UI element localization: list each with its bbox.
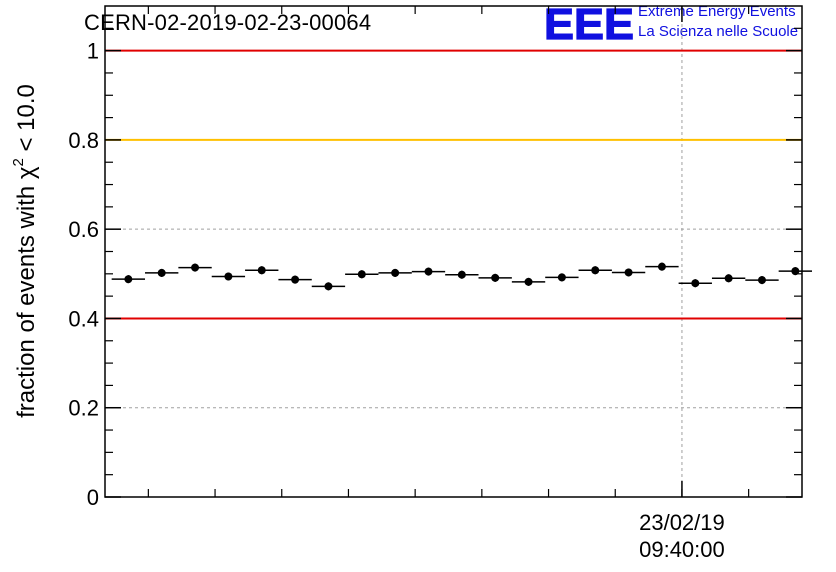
- data-point: [791, 267, 800, 276]
- x-tick-label-time: 09:40:00: [639, 537, 725, 562]
- data-point: [157, 268, 166, 277]
- data-series: [111, 262, 813, 291]
- data-point: [191, 263, 200, 272]
- data-point: [291, 275, 300, 284]
- y-axis-label-tail: < 10.0: [13, 84, 40, 158]
- eee-logo-text: Extreme Energy Events La Scienza nelle S…: [638, 2, 798, 42]
- data-point: [124, 275, 133, 284]
- x-tick-label-date: 23/02/19: [639, 510, 725, 535]
- y-tick-label: 0.4: [68, 306, 99, 331]
- axis-labels: 00.20.40.60.8123/02/1909:40:0023/02/1909…: [68, 39, 725, 562]
- logo-line-1: Extreme Energy Events: [638, 3, 796, 20]
- y-tick-label: 0.8: [68, 128, 99, 153]
- y-axis-label-superscript: 2: [10, 158, 27, 166]
- data-point: [657, 262, 666, 271]
- data-point: [524, 277, 533, 286]
- y-tick-label: 0: [87, 485, 99, 510]
- y-tick-label: 1: [87, 39, 99, 64]
- data-point: [391, 268, 400, 277]
- data-point: [724, 274, 733, 283]
- data-point: [357, 270, 366, 279]
- data-point: [624, 268, 633, 277]
- data-point: [324, 282, 333, 291]
- data-point: [224, 272, 233, 281]
- data-point: [457, 270, 466, 279]
- axis-ticks: [105, 6, 802, 498]
- data-point: [557, 273, 566, 282]
- y-tick-label: 0.2: [68, 396, 99, 421]
- y-tick-label: 0.6: [68, 217, 99, 242]
- grid-layer: [105, 6, 802, 497]
- eee-logo-letters: EEE: [544, 2, 634, 46]
- threshold-lines: [105, 49, 802, 320]
- logo-line-2: La Scienza nelle Scuole: [638, 23, 799, 40]
- chart-title: CERN-02-2019-02-23-00064: [84, 10, 372, 35]
- data-point: [757, 276, 766, 285]
- data-point: [257, 266, 266, 275]
- data-point: [491, 273, 500, 282]
- plot-frame: [104, 5, 803, 498]
- eee-logo: EEE: [543, 2, 634, 46]
- data-point: [591, 266, 600, 275]
- data-point: [424, 267, 433, 276]
- y-axis-label: fraction of events with χ2 < 10.0: [10, 84, 40, 418]
- y-axis-label-main: fraction of events with χ: [13, 166, 40, 418]
- data-point: [691, 279, 700, 288]
